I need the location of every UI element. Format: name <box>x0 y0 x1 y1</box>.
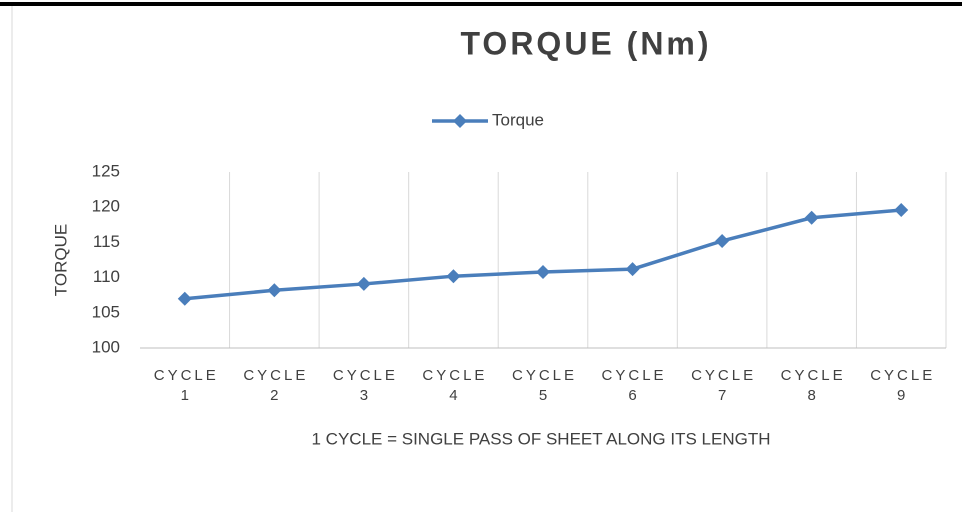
data-point <box>446 269 461 284</box>
x-tick-label: CYCLE 1 <box>153 367 219 404</box>
y-tick-label: 105 <box>92 302 120 321</box>
x-tick-label: CYCLE 9 <box>870 367 936 404</box>
y-tick-label: 120 <box>92 197 120 216</box>
x-tick-label: CYCLE 8 <box>780 367 846 404</box>
y-axis-label: TORQUE <box>51 224 70 296</box>
y-tick-label: 110 <box>93 267 120 286</box>
data-point <box>356 276 371 291</box>
data-point <box>894 203 909 218</box>
data-point <box>715 233 730 248</box>
data-point <box>267 283 282 298</box>
series-line <box>184 208 902 301</box>
legend-marker <box>453 114 467 128</box>
y-tick-label: 100 <box>92 337 120 356</box>
y-tick-label: 125 <box>92 161 120 180</box>
data-point <box>804 210 819 225</box>
x-tick-label: CYCLE 4 <box>422 367 488 404</box>
chart-title: TORQUE (Nm) <box>460 25 711 61</box>
x-axis-label: 1 CYCLE = SINGLE PASS OF SHEET ALONG ITS… <box>312 429 771 448</box>
x-tick-label: CYCLE 2 <box>243 367 309 404</box>
x-tick-label: CYCLE 3 <box>332 367 398 404</box>
legend-label: Torque <box>492 110 544 129</box>
y-tick-label: 115 <box>93 232 120 251</box>
data-point <box>177 291 192 306</box>
x-tick-label: CYCLE 7 <box>691 367 757 404</box>
x-tick-label: CYCLE 6 <box>601 367 667 404</box>
data-point <box>625 262 640 277</box>
x-tick-label: CYCLE 5 <box>511 367 578 404</box>
data-point <box>536 264 550 279</box>
